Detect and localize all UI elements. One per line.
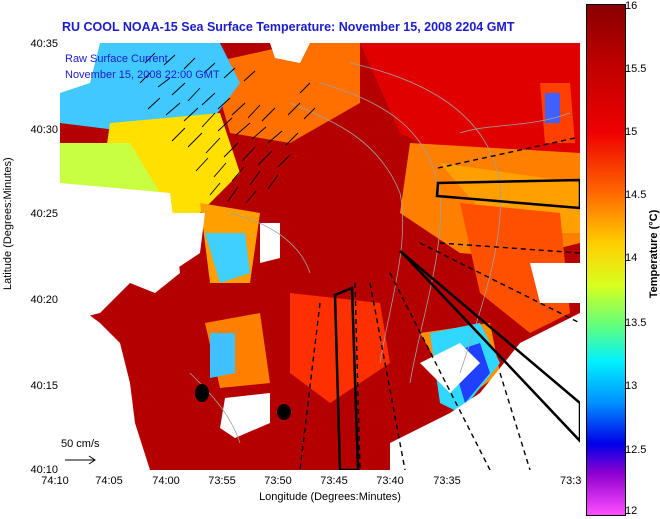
- y-tick-label: 40:20: [30, 294, 58, 306]
- land-area: [60, 43, 100, 93]
- x-tick-label: 73:45: [320, 475, 348, 487]
- x-tick-label: 74:10: [41, 475, 69, 487]
- x-tick-label: 73:40: [376, 475, 404, 487]
- land-area: [420, 343, 480, 393]
- land-area: [390, 313, 580, 470]
- y-tick-label: 40:15: [30, 380, 58, 392]
- y-axis-label: Latitude (Degrees:Minutes): [2, 157, 14, 290]
- colorbar-tick-label: 13: [625, 380, 638, 392]
- buoy-marker[interactable]: [195, 384, 209, 402]
- warm-water-region: [210, 43, 360, 143]
- current-legend-label: Raw Surface Current: [65, 53, 168, 65]
- x-tick-label: 73:35: [433, 475, 461, 487]
- y-tick-label: 40:30: [30, 124, 58, 136]
- land-area: [165, 213, 205, 273]
- warm-water-region: [360, 43, 580, 183]
- colorbar-tick-label: 14: [625, 252, 638, 264]
- land-area: [530, 263, 580, 303]
- land-area: [60, 183, 180, 323]
- sst-map-canvas: [60, 43, 580, 470]
- x-tick-label: 73:55: [208, 475, 236, 487]
- warm-water-region: [290, 293, 390, 403]
- x-tick-label: 73:50: [264, 475, 292, 487]
- buoy-marker[interactable]: [277, 404, 291, 420]
- land-area: [60, 293, 150, 470]
- map-title: RU COOL NOAA-15 Sea Surface Temperature:…: [62, 20, 515, 34]
- transect-outlines: [333, 178, 580, 470]
- bathymetry-contours: [189, 62, 571, 444]
- current-scale-arrow: [65, 455, 96, 465]
- land-area: [260, 223, 280, 263]
- colorbar-tick-label: 12.5: [625, 444, 647, 456]
- colorbar-tick-label: 13.5: [625, 317, 647, 329]
- colorbar-tick-label: 14.5: [625, 189, 647, 201]
- cool-water-region: [210, 333, 235, 378]
- x-tick-label: 74:05: [95, 475, 123, 487]
- y-tick-label: 40:10: [30, 464, 58, 476]
- land-area: [270, 43, 310, 63]
- y-tick-label: 40:35: [30, 38, 58, 50]
- colorbar-tick-label: 15.5: [625, 63, 647, 75]
- y-tick-label: 40:25: [30, 208, 58, 220]
- current-scale-label: 50 cm/s: [61, 438, 100, 450]
- temperature-colorbar: [586, 4, 626, 516]
- colorbar-tick-label: 15: [625, 126, 638, 138]
- transect-dashed-lines: [299, 137, 580, 470]
- colorbar-tick-label: 12: [625, 505, 638, 517]
- cool-water-region: [545, 93, 560, 123]
- colorbar-tick-label: 16: [625, 0, 638, 12]
- sst-map[interactable]: [60, 43, 580, 470]
- x-axis-label: Longitude (Degrees:Minutes): [259, 491, 401, 503]
- x-tick-label: 73:30: [560, 475, 582, 487]
- x-tick-label: 74:00: [152, 475, 180, 487]
- surface-current-vectors: [139, 52, 316, 204]
- land-area: [220, 393, 270, 438]
- colorbar-label: Temperature (°C): [648, 209, 660, 299]
- cool-water-region: [205, 233, 250, 283]
- current-legend-date: November 15, 2008 22:00 GMT: [65, 69, 220, 81]
